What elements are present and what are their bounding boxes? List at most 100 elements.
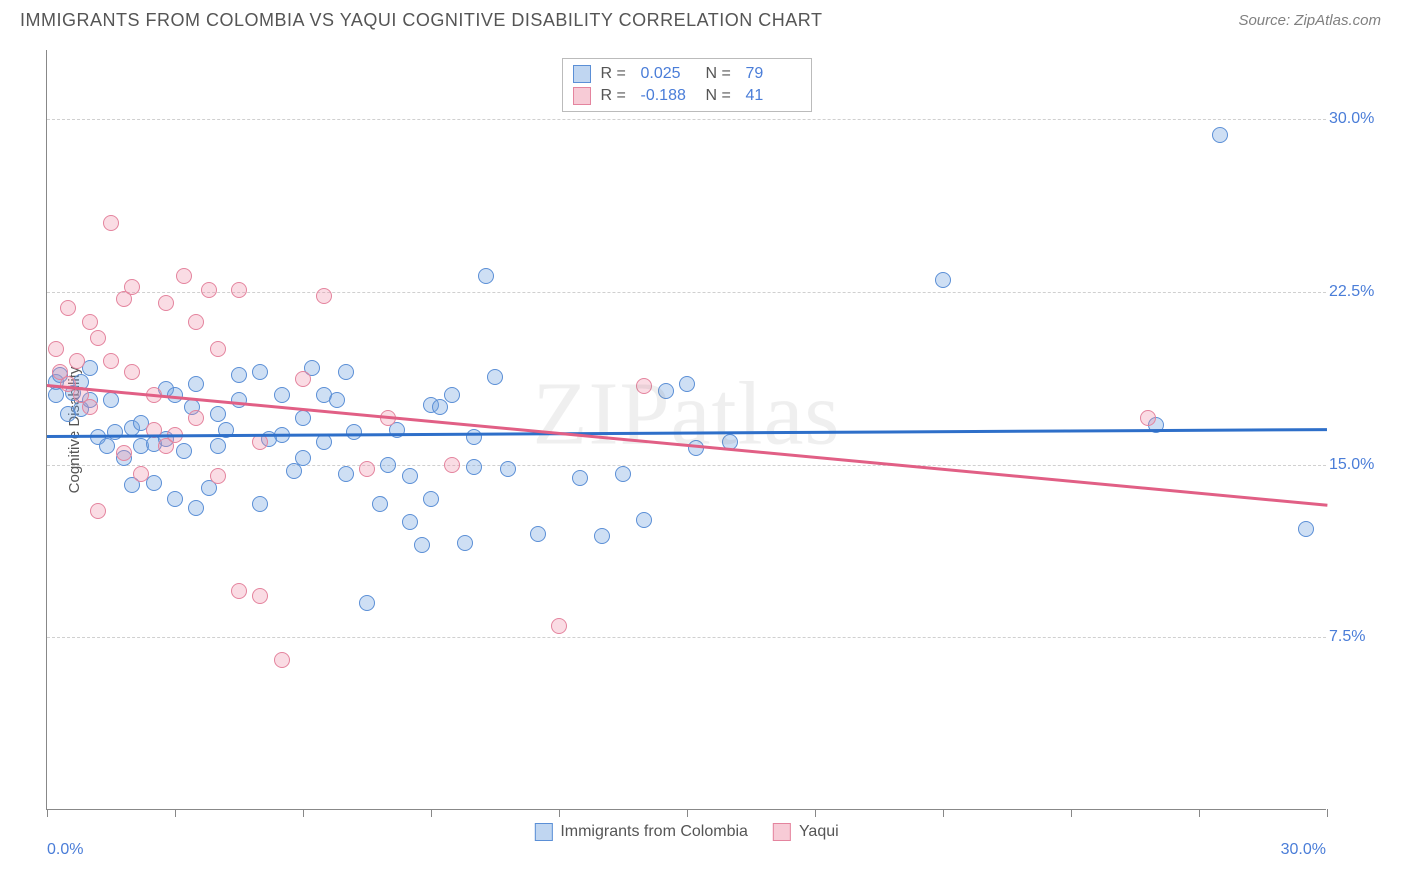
scatter-point bbox=[188, 500, 204, 516]
scatter-point bbox=[478, 268, 494, 284]
legend-swatch-blue bbox=[573, 65, 591, 83]
legend-item-1: Immigrants from Colombia bbox=[534, 823, 748, 841]
scatter-point bbox=[201, 282, 217, 298]
legend-N-value-2: 41 bbox=[746, 87, 801, 105]
scatter-point bbox=[210, 341, 226, 357]
scatter-point bbox=[103, 392, 119, 408]
scatter-point bbox=[432, 399, 448, 415]
x-tick bbox=[943, 809, 944, 817]
scatter-point bbox=[402, 514, 418, 530]
grid-line bbox=[47, 637, 1326, 638]
scatter-point bbox=[286, 463, 302, 479]
chart-title: IMMIGRANTS FROM COLOMBIA VS YAQUI COGNIT… bbox=[20, 10, 822, 31]
scatter-point bbox=[338, 364, 354, 380]
scatter-point bbox=[444, 387, 460, 403]
scatter-point bbox=[210, 468, 226, 484]
scatter-point bbox=[1298, 521, 1314, 537]
legend-row-series-2: R = -0.188 N = 41 bbox=[573, 85, 801, 107]
legend-row-series-1: R = 0.025 N = 79 bbox=[573, 63, 801, 85]
scatter-point bbox=[372, 496, 388, 512]
x-tick bbox=[303, 809, 304, 817]
scatter-point bbox=[551, 618, 567, 634]
legend-label-1: Immigrants from Colombia bbox=[560, 823, 748, 841]
x-tick bbox=[47, 809, 48, 817]
scatter-point bbox=[359, 595, 375, 611]
scatter-point bbox=[210, 438, 226, 454]
scatter-point bbox=[1212, 127, 1228, 143]
scatter-point bbox=[295, 450, 311, 466]
scatter-point bbox=[82, 314, 98, 330]
plot-area: ZIPatlas Cognitive Disability R = 0.025 … bbox=[46, 50, 1326, 810]
trend-line bbox=[47, 428, 1327, 437]
scatter-point bbox=[99, 438, 115, 454]
legend-swatch-pink bbox=[773, 823, 791, 841]
y-tick-label: 30.0% bbox=[1329, 110, 1384, 128]
grid-line bbox=[47, 465, 1326, 466]
scatter-point bbox=[636, 378, 652, 394]
scatter-point bbox=[615, 466, 631, 482]
scatter-point bbox=[338, 466, 354, 482]
x-tick bbox=[559, 809, 560, 817]
scatter-point bbox=[316, 288, 332, 304]
trend-line bbox=[47, 384, 1327, 506]
scatter-point bbox=[688, 440, 704, 456]
legend-R-value-1: 0.025 bbox=[641, 65, 696, 83]
scatter-point bbox=[295, 371, 311, 387]
legend-N-value-1: 79 bbox=[746, 65, 801, 83]
scatter-point bbox=[231, 583, 247, 599]
legend-R-label: R = bbox=[601, 87, 631, 105]
scatter-point bbox=[188, 376, 204, 392]
series-legend: Immigrants from Colombia Yaqui bbox=[534, 823, 838, 841]
source-label: Source: ZipAtlas.com bbox=[1238, 12, 1381, 29]
legend-label-2: Yaqui bbox=[799, 823, 839, 841]
x-tick bbox=[815, 809, 816, 817]
scatter-point bbox=[60, 300, 76, 316]
scatter-point bbox=[295, 410, 311, 426]
scatter-point bbox=[572, 470, 588, 486]
scatter-point bbox=[274, 652, 290, 668]
scatter-point bbox=[380, 457, 396, 473]
x-tick bbox=[1199, 809, 1200, 817]
scatter-point bbox=[457, 535, 473, 551]
scatter-point bbox=[466, 429, 482, 445]
scatter-point bbox=[82, 399, 98, 415]
scatter-point bbox=[1140, 410, 1156, 426]
scatter-point bbox=[124, 364, 140, 380]
x-tick bbox=[1071, 809, 1072, 817]
scatter-point bbox=[133, 466, 149, 482]
scatter-point bbox=[444, 457, 460, 473]
chart-container: ZIPatlas Cognitive Disability R = 0.025 … bbox=[46, 50, 1386, 810]
scatter-point bbox=[466, 459, 482, 475]
legend-item-2: Yaqui bbox=[773, 823, 839, 841]
scatter-point bbox=[487, 369, 503, 385]
scatter-point bbox=[530, 526, 546, 542]
scatter-point bbox=[274, 387, 290, 403]
legend-swatch-blue bbox=[534, 823, 552, 841]
y-tick-label: 15.0% bbox=[1329, 456, 1384, 474]
scatter-point bbox=[176, 443, 192, 459]
scatter-point bbox=[107, 424, 123, 440]
scatter-point bbox=[176, 268, 192, 284]
x-tick bbox=[175, 809, 176, 817]
scatter-point bbox=[167, 491, 183, 507]
scatter-point bbox=[935, 272, 951, 288]
legend-R-value-2: -0.188 bbox=[641, 87, 696, 105]
grid-line bbox=[47, 119, 1326, 120]
scatter-point bbox=[103, 215, 119, 231]
scatter-point bbox=[359, 461, 375, 477]
scatter-point bbox=[329, 392, 345, 408]
scatter-point bbox=[500, 461, 516, 477]
scatter-point bbox=[231, 367, 247, 383]
scatter-point bbox=[636, 512, 652, 528]
scatter-point bbox=[188, 410, 204, 426]
scatter-point bbox=[48, 387, 64, 403]
scatter-point bbox=[69, 353, 85, 369]
x-tick bbox=[431, 809, 432, 817]
scatter-point bbox=[252, 364, 268, 380]
scatter-point bbox=[679, 376, 695, 392]
scatter-point bbox=[252, 588, 268, 604]
correlation-legend: R = 0.025 N = 79 R = -0.188 N = 41 bbox=[562, 58, 812, 112]
scatter-point bbox=[90, 503, 106, 519]
scatter-point bbox=[146, 475, 162, 491]
legend-swatch-pink bbox=[573, 87, 591, 105]
